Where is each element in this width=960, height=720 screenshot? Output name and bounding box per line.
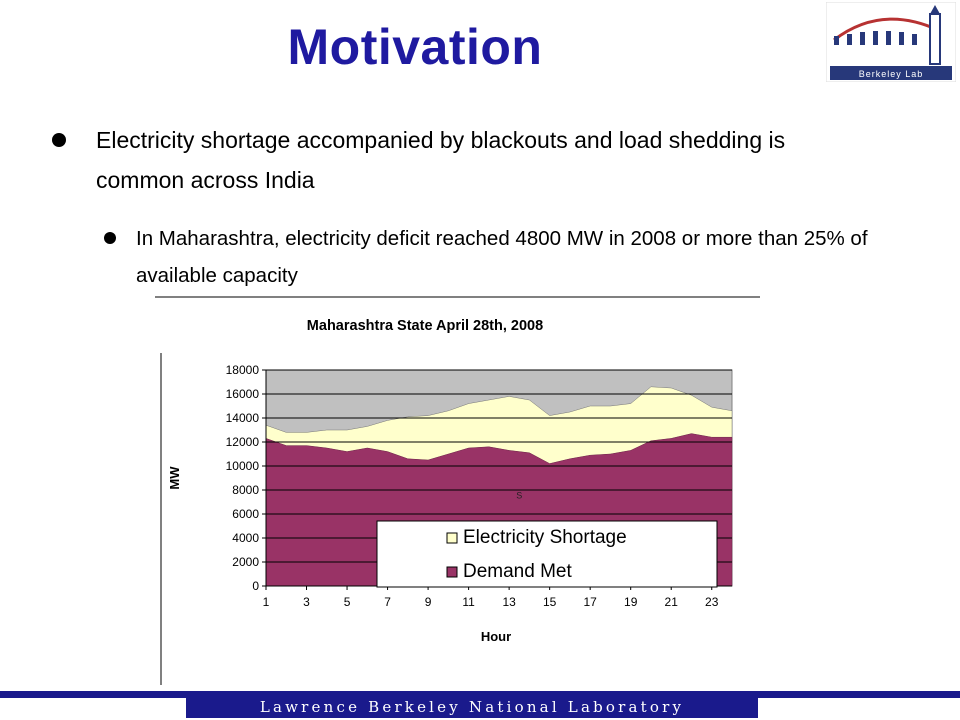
bullet-1-text: Electricity shortage accompanied by blac…	[96, 127, 786, 193]
y-tick-label: 6000	[232, 507, 259, 521]
chart-title: Maharashtra State April 28th, 2008	[307, 318, 543, 334]
chart: Maharashtra State April 28th, 2008 0 2000…	[155, 293, 765, 685]
legend-swatch	[446, 532, 458, 544]
x-tick-label: 1	[263, 595, 270, 609]
x-tick-label: 17	[583, 595, 597, 609]
x-tick-label: 5	[344, 595, 351, 609]
legend-box	[376, 520, 718, 588]
y-tick-label: 16000	[226, 387, 260, 401]
bullet-dot-icon	[52, 133, 66, 147]
x-tick-label: 19	[624, 595, 638, 609]
chart-x-axis-label: Hour	[481, 629, 511, 644]
chart-svg: Maharashtra State April 28th, 2008 0 2000…	[155, 296, 760, 685]
slide-title: Motivation	[287, 19, 543, 75]
x-tick-label: 7	[384, 595, 391, 609]
y-tick-label: 18000	[226, 363, 260, 377]
y-tick-label: 14000	[226, 411, 260, 425]
logo-text: Berkeley Lab	[859, 69, 924, 79]
sub-bullet-1: In Maharashtra, electricity deficit reac…	[104, 220, 884, 294]
bullet-dot-icon	[104, 232, 116, 244]
y-tick-label: 2000	[232, 555, 259, 569]
bullet-1: Electricity shortage accompanied by blac…	[52, 120, 832, 200]
x-tick-label: 13	[502, 595, 516, 609]
y-tick-label: 10000	[226, 459, 260, 473]
footer-line	[0, 691, 960, 698]
chart-annotation: S	[516, 490, 522, 500]
x-tick-label: 15	[543, 595, 557, 609]
footer-lab-name: Lawrence Berkeley National Laboratory	[186, 697, 758, 718]
x-tick-label: 21	[665, 595, 679, 609]
legend-swatch	[446, 566, 458, 578]
berkeley-lab-logo: Berkeley Lab	[826, 2, 956, 82]
chart-y-axis-label: MW	[167, 466, 182, 490]
legend-label: Demand Met	[463, 561, 572, 582]
x-tick-label: 9	[425, 595, 432, 609]
y-tick-label: 12000	[226, 435, 260, 449]
y-tick-label: 4000	[232, 531, 259, 545]
x-tick-label: 11	[462, 595, 475, 609]
x-tick-label: 3	[303, 595, 310, 609]
y-tick-label: 0	[252, 579, 259, 593]
x-tick-label: 23	[705, 595, 719, 609]
sub-bullet-1-text: In Maharashtra, electricity deficit reac…	[136, 227, 868, 287]
legend-label: Electricity Shortage	[463, 527, 627, 548]
y-tick-label: 8000	[232, 483, 259, 497]
